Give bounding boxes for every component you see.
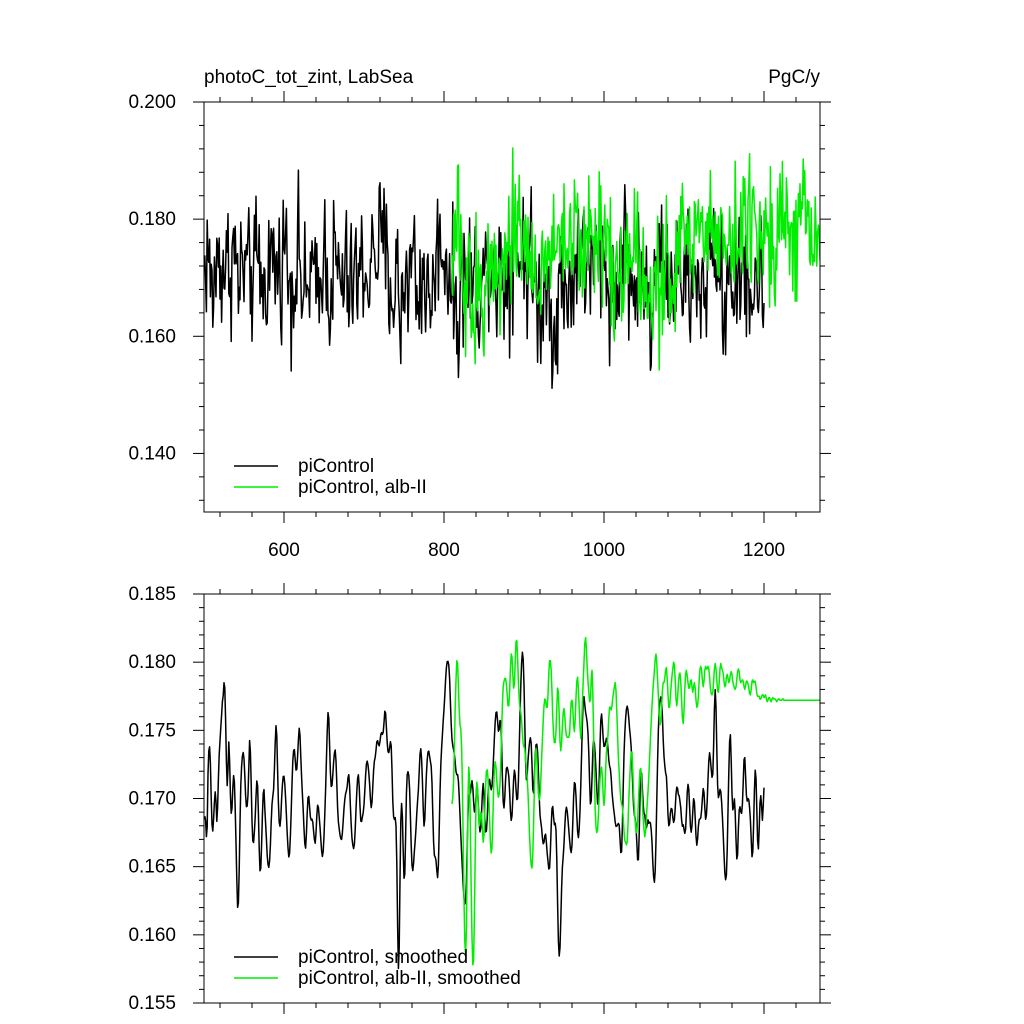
- x-tick-label: 1200: [743, 540, 785, 561]
- y-tick-label: 0.160: [128, 925, 176, 946]
- x-tick-label: 800: [428, 540, 460, 561]
- y-tick-label: 0.185: [128, 584, 176, 605]
- bottom-panel: 0.155 0.160 0.165 0.170 0.175 0.180 0.185 piCon…: [128, 583, 831, 1014]
- series-line-0-1: [451, 147, 820, 371]
- legend-label: piControl, alb-II: [298, 477, 427, 498]
- plot-frame: [203, 101, 821, 513]
- chart-title: photoC_tot_zint, LabSea: [204, 67, 414, 88]
- x-tick-label: 1000: [583, 540, 625, 561]
- units-label: PgC/y: [768, 67, 820, 88]
- y-tick-label: 0.200: [128, 92, 176, 113]
- y-tick-label: 0.180: [128, 209, 176, 230]
- series-line-1-1: [451, 636, 820, 966]
- y-tick-label: 0.165: [128, 857, 176, 878]
- y-tick-label: 0.170: [128, 789, 176, 810]
- y-tick-label: 0.160: [128, 326, 176, 347]
- y-tick-label: 0.180: [128, 652, 176, 673]
- legend-label: piControl: [298, 456, 374, 477]
- y-tick-label: 0.175: [128, 720, 176, 741]
- x-tick-label: 600: [268, 540, 300, 561]
- y-tick-label: 0.140: [128, 443, 176, 464]
- legend-label: piControl, alb-II, smoothed: [298, 968, 521, 989]
- top-panel: 0.140 0.160 0.180 0.200 600 800 1000 1200 piCont…: [128, 91, 831, 561]
- legend-label: piControl, smoothed: [298, 947, 468, 968]
- y-tick-label: 0.155: [128, 993, 176, 1014]
